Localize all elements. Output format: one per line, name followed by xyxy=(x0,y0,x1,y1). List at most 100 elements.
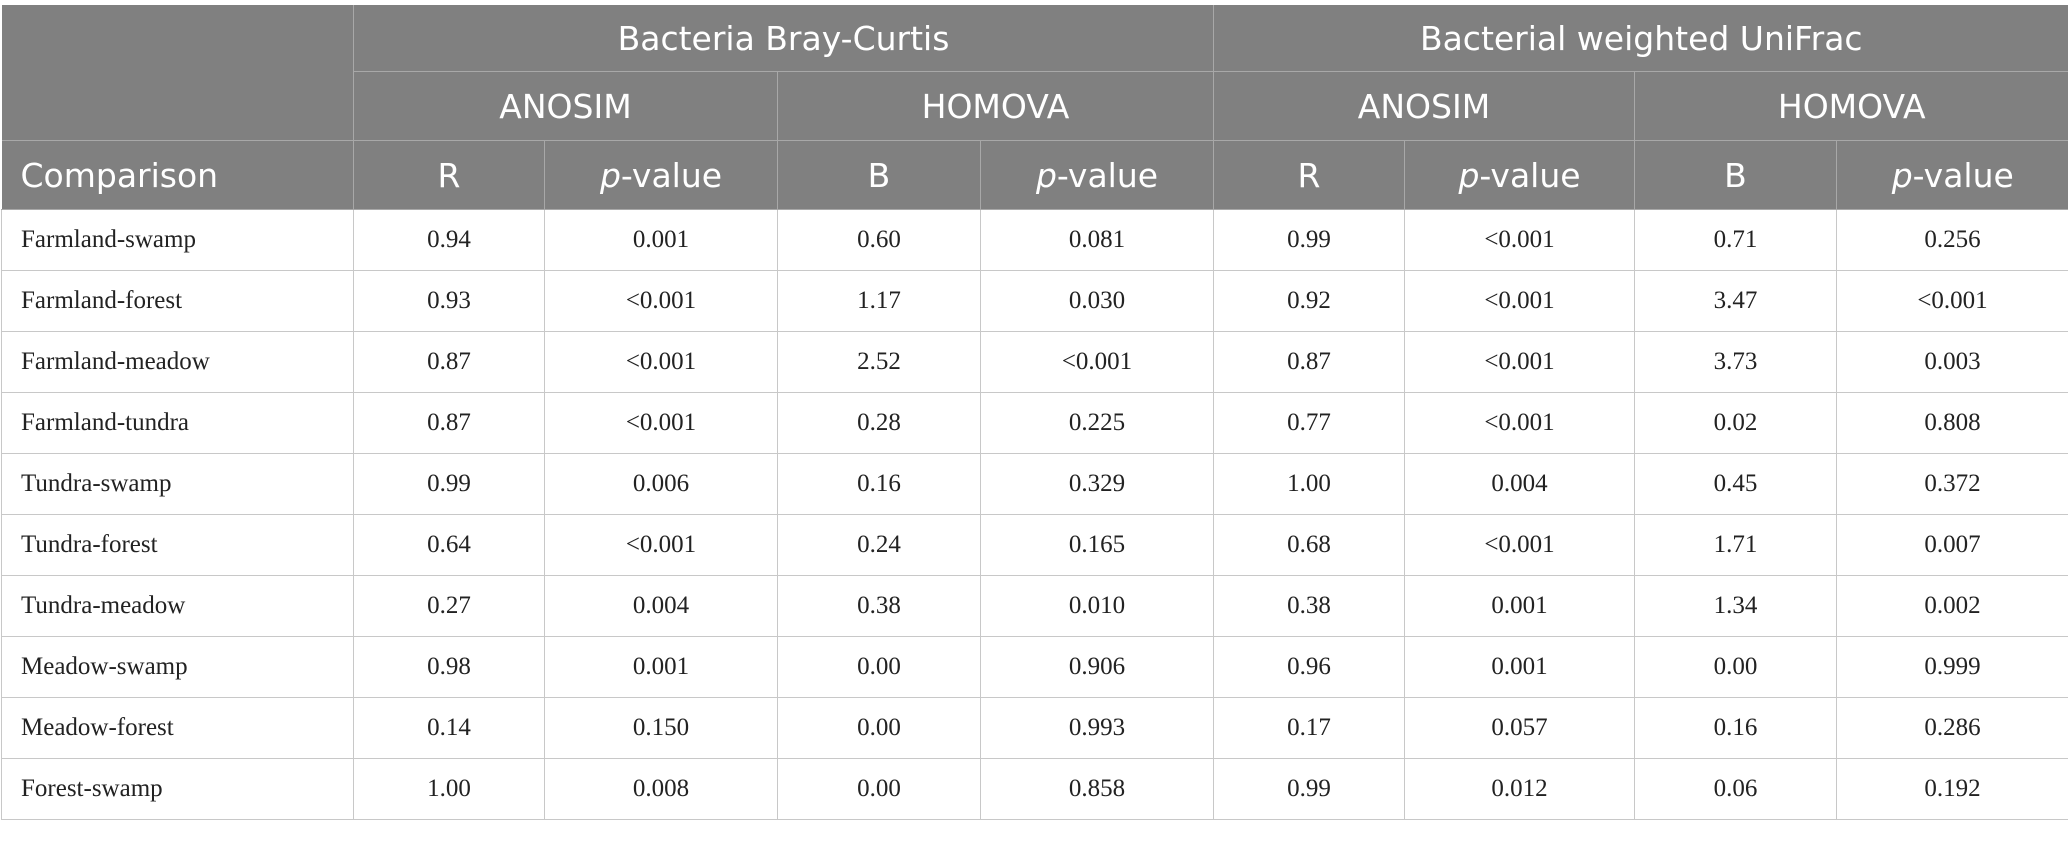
cell-bc-anosim-p: <0.001 xyxy=(544,514,778,576)
cell-wu-anosim-p: <0.001 xyxy=(1404,392,1635,454)
cell-wu-anosim-r: 0.87 xyxy=(1213,331,1405,393)
cell-bc-anosim-r: 0.87 xyxy=(353,331,545,393)
cell-bc-homova-b: 0.38 xyxy=(777,575,981,637)
cell-wu-homova-b: 1.34 xyxy=(1634,575,1837,637)
cell-wu-homova-p: 0.002 xyxy=(1836,575,2068,637)
cell-wu-homova-p: 0.808 xyxy=(1836,392,2068,454)
cell-wu-homova-b: 0.02 xyxy=(1634,392,1837,454)
cell-wu-homova-b: 1.71 xyxy=(1634,514,1837,576)
cell-bc-anosim-r: 0.99 xyxy=(353,453,545,515)
header-r-1: R xyxy=(353,140,545,210)
cell-bc-homova-p: 0.081 xyxy=(980,209,1214,271)
cell-bc-anosim-r: 0.98 xyxy=(353,636,545,698)
cell-wu-anosim-p: 0.001 xyxy=(1404,575,1635,637)
cell-bc-homova-b: 1.17 xyxy=(777,270,981,332)
table-row: Meadow-forest 0.14 0.150 0.00 0.993 0.17… xyxy=(1,697,2068,759)
cell-wu-homova-p: 0.003 xyxy=(1836,331,2068,393)
cell-bc-homova-p: 0.225 xyxy=(980,392,1214,454)
header-b-2: B xyxy=(1634,140,1837,210)
table-body: Farmland-swamp 0.94 0.001 0.60 0.081 0.9… xyxy=(1,209,2068,820)
cell-wu-homova-p: 0.192 xyxy=(1836,758,2068,820)
cell-wu-homova-b: 3.73 xyxy=(1634,331,1837,393)
cell-bc-homova-b: 0.16 xyxy=(777,453,981,515)
cell-bc-anosim-p: <0.001 xyxy=(544,331,778,393)
cell-wu-anosim-r: 0.92 xyxy=(1213,270,1405,332)
cell-wu-homova-p: 0.007 xyxy=(1836,514,2068,576)
cell-wu-homova-p: 0.286 xyxy=(1836,697,2068,759)
cell-wu-homova-b: 3.47 xyxy=(1634,270,1837,332)
header-pvalue-1: p-value xyxy=(544,140,778,210)
cell-bc-homova-b: 0.28 xyxy=(777,392,981,454)
cell-bc-anosim-r: 0.93 xyxy=(353,270,545,332)
cell-wu-anosim-p: 0.004 xyxy=(1404,453,1635,515)
cell-bc-anosim-r: 0.27 xyxy=(353,575,545,637)
cell-bc-anosim-p: 0.001 xyxy=(544,209,778,271)
header-group-bray-curtis: Bacteria Bray-Curtis xyxy=(353,5,1214,72)
cell-bc-anosim-r: 0.94 xyxy=(353,209,545,271)
cell-bc-homova-p: 0.165 xyxy=(980,514,1214,576)
cell-bc-homova-p: 0.906 xyxy=(980,636,1214,698)
cell-wu-anosim-p: <0.001 xyxy=(1404,331,1635,393)
cell-wu-anosim-p: <0.001 xyxy=(1404,270,1635,332)
row-label: Farmland-swamp xyxy=(1,209,354,271)
row-label: Farmland-forest xyxy=(1,270,354,332)
header-homova-1: HOMOVA xyxy=(777,71,1214,141)
row-label: Meadow-forest xyxy=(1,697,354,759)
header-pvalue-2: p-value xyxy=(980,140,1214,210)
table-row: Farmland-swamp 0.94 0.001 0.60 0.081 0.9… xyxy=(1,209,2068,271)
cell-bc-homova-b: 0.60 xyxy=(777,209,981,271)
cell-wu-anosim-p: <0.001 xyxy=(1404,209,1635,271)
cell-bc-homova-b: 0.24 xyxy=(777,514,981,576)
cell-wu-homova-b: 0.71 xyxy=(1634,209,1837,271)
cell-wu-anosim-r: 0.96 xyxy=(1213,636,1405,698)
cell-bc-homova-p: 0.993 xyxy=(980,697,1214,759)
header-r-2: R xyxy=(1213,140,1405,210)
cell-wu-homova-p: 0.256 xyxy=(1836,209,2068,271)
cell-bc-homova-b: 0.00 xyxy=(777,758,981,820)
cell-bc-homova-b: 2.52 xyxy=(777,331,981,393)
cell-bc-anosim-p: <0.001 xyxy=(544,392,778,454)
cell-wu-homova-b: 0.00 xyxy=(1634,636,1837,698)
cell-wu-anosim-p: 0.057 xyxy=(1404,697,1635,759)
cell-bc-anosim-p: 0.008 xyxy=(544,758,778,820)
table-row: Tundra-swamp 0.99 0.006 0.16 0.329 1.00 … xyxy=(1,453,2068,515)
header-homova-2: HOMOVA xyxy=(1634,71,2068,141)
cell-bc-anosim-p: 0.150 xyxy=(544,697,778,759)
row-label: Tundra-forest xyxy=(1,514,354,576)
table-row: Farmland-tundra 0.87 <0.001 0.28 0.225 0… xyxy=(1,392,2068,454)
header-blank-cell xyxy=(1,5,354,141)
table-row: Meadow-swamp 0.98 0.001 0.00 0.906 0.96 … xyxy=(1,636,2068,698)
row-label: Tundra-swamp xyxy=(1,453,354,515)
cell-bc-anosim-r: 0.64 xyxy=(353,514,545,576)
cell-bc-anosim-p: <0.001 xyxy=(544,270,778,332)
header-b-1: B xyxy=(777,140,981,210)
cell-bc-homova-p: <0.001 xyxy=(980,331,1214,393)
cell-wu-anosim-r: 0.68 xyxy=(1213,514,1405,576)
cell-bc-anosim-r: 1.00 xyxy=(353,758,545,820)
cell-wu-anosim-r: 0.77 xyxy=(1213,392,1405,454)
cell-wu-anosim-r: 1.00 xyxy=(1213,453,1405,515)
header-pvalue-4: p-value xyxy=(1836,140,2068,210)
cell-wu-homova-b: 0.45 xyxy=(1634,453,1837,515)
header-anosim-1: ANOSIM xyxy=(353,71,778,141)
cell-wu-homova-p: <0.001 xyxy=(1836,270,2068,332)
cell-wu-anosim-p: 0.012 xyxy=(1404,758,1635,820)
table-row: Farmland-forest 0.93 <0.001 1.17 0.030 0… xyxy=(1,270,2068,332)
table-row: Farmland-meadow 0.87 <0.001 2.52 <0.001 … xyxy=(1,331,2068,393)
cell-bc-homova-p: 0.030 xyxy=(980,270,1214,332)
cell-wu-homova-p: 0.999 xyxy=(1836,636,2068,698)
table-row: Tundra-meadow 0.27 0.004 0.38 0.010 0.38… xyxy=(1,575,2068,637)
header-pvalue-3: p-value xyxy=(1404,140,1635,210)
cell-bc-anosim-p: 0.001 xyxy=(544,636,778,698)
header-group-weighted-unifrac: Bacterial weighted UniFrac xyxy=(1213,5,2068,72)
cell-wu-anosim-r: 0.99 xyxy=(1213,758,1405,820)
cell-wu-anosim-p: 0.001 xyxy=(1404,636,1635,698)
row-label: Meadow-swamp xyxy=(1,636,354,698)
cell-bc-anosim-r: 0.14 xyxy=(353,697,545,759)
cell-wu-anosim-r: 0.38 xyxy=(1213,575,1405,637)
cell-wu-anosim-r: 0.17 xyxy=(1213,697,1405,759)
row-label: Farmland-tundra xyxy=(1,392,354,454)
header-row-methods: ANOSIM HOMOVA ANOSIM HOMOVA xyxy=(2,71,2068,141)
cell-wu-homova-p: 0.372 xyxy=(1836,453,2068,515)
cell-wu-homova-b: 0.06 xyxy=(1634,758,1837,820)
